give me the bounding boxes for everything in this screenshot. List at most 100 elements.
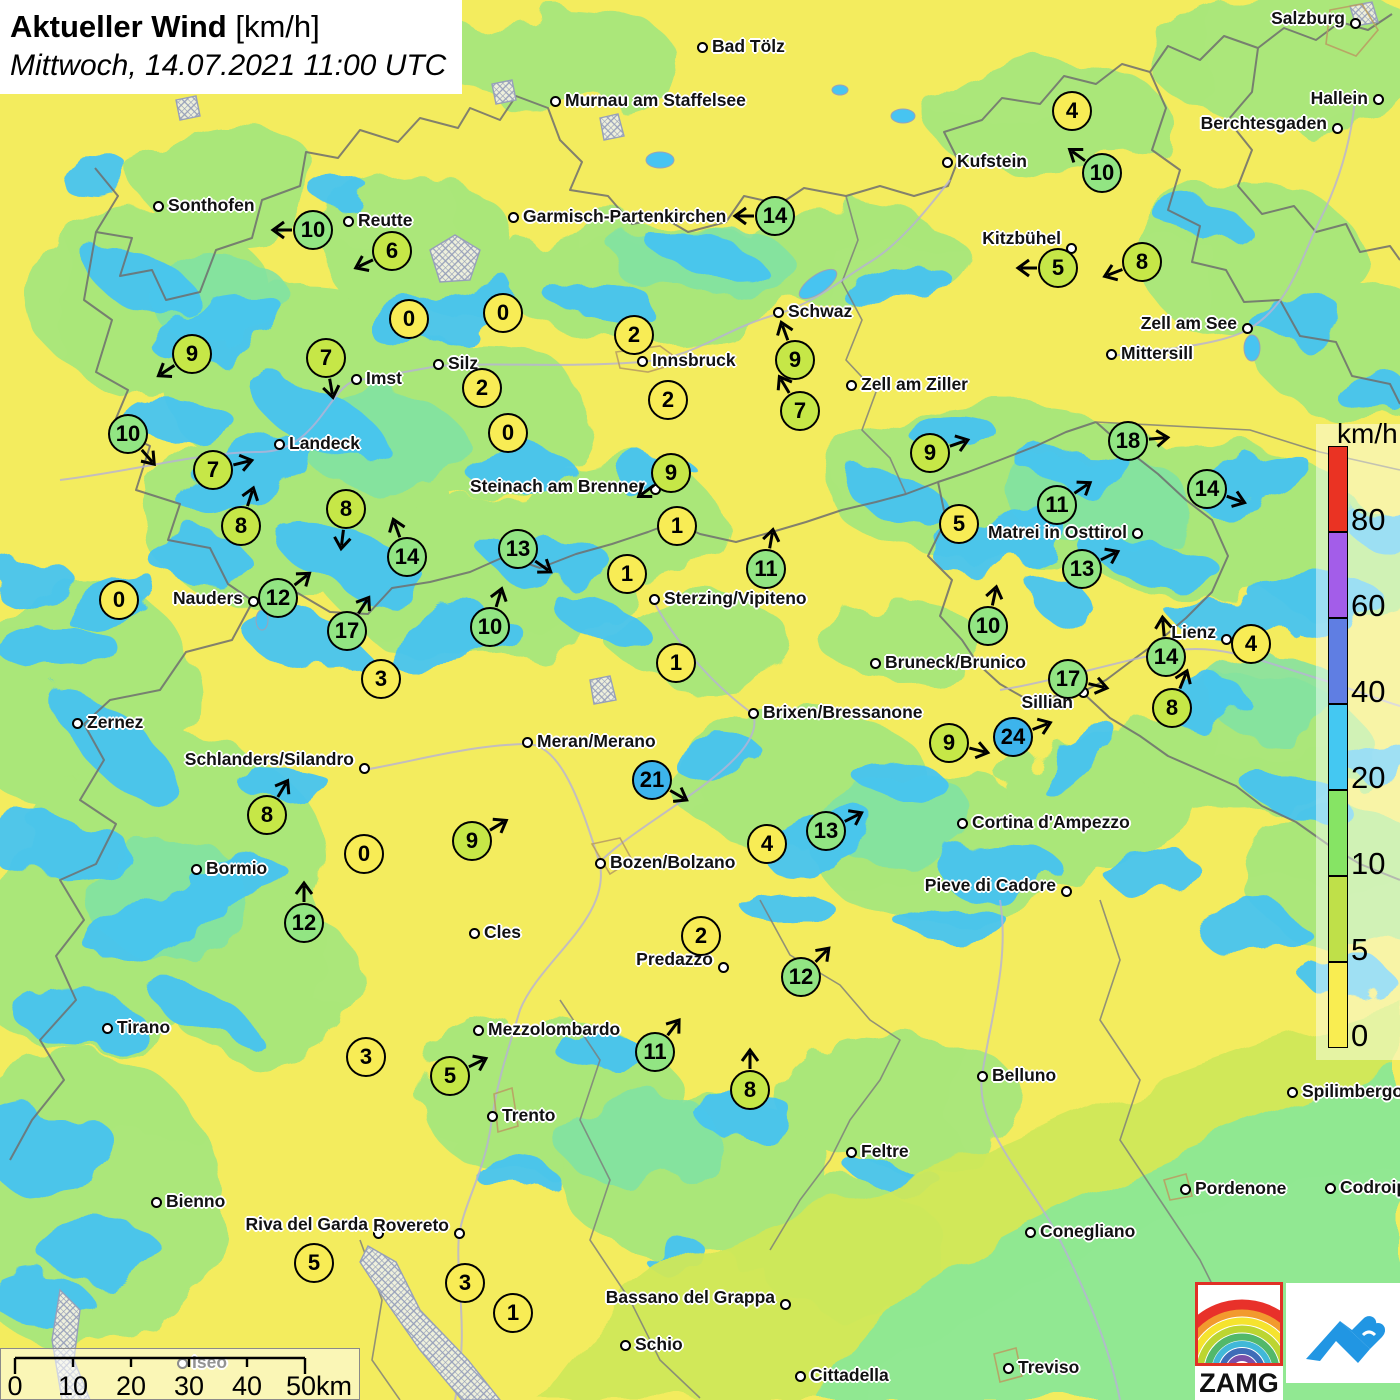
wind-station-marker: 0 — [344, 834, 384, 874]
city-label: Meran/Merano — [537, 731, 656, 751]
wind-speed-value: 8 — [1135, 249, 1149, 274]
wind-station-marker: 8 — [326, 489, 366, 552]
city-marker — [1349, 17, 1361, 29]
legend-color-segment — [1328, 876, 1348, 962]
wind-station-marker: 5 — [1015, 248, 1078, 288]
legend-color-segment — [1328, 962, 1348, 1048]
wind-speed-value: 24 — [1000, 724, 1026, 749]
hatched-areas — [51, 1, 1379, 1400]
wind-speed-value: 0 — [501, 420, 515, 445]
city-marker — [432, 358, 444, 370]
city-marker — [1131, 527, 1143, 539]
map-title: Aktueller Wind [km/h] — [10, 8, 446, 47]
wind-station-marker: 5 — [430, 1054, 489, 1096]
wind-speed-value: 9 — [185, 341, 199, 366]
city-marker — [1324, 1182, 1336, 1194]
wind-station-marker: 7 — [193, 450, 255, 490]
wind-speed-value: 4 — [1065, 98, 1079, 123]
city-marker — [1220, 633, 1232, 645]
wind-station-marker: 7 — [776, 374, 820, 431]
city-label: Bassano del Grappa — [605, 1287, 775, 1307]
city-marker — [619, 1339, 631, 1351]
city-marker — [453, 1227, 465, 1239]
wind-speed-value: 11 — [754, 556, 778, 581]
wind-speed-value: 9 — [942, 730, 956, 755]
city-label: Schlanders/Silandro — [184, 749, 354, 769]
city-marker — [1372, 93, 1384, 105]
wind-speed-value: 14 — [762, 203, 788, 228]
lakes — [255, 84, 1261, 631]
wind-station-marker: 18 — [1108, 421, 1171, 461]
city-marker — [648, 593, 660, 605]
wind-speed-value: 7 — [793, 398, 807, 423]
wind-station-marker: 12 — [284, 880, 324, 943]
city-marker — [350, 373, 362, 385]
city-label: Mittersill — [1121, 343, 1193, 363]
city-marker — [549, 95, 561, 107]
wind-station-marker: 2 — [681, 916, 721, 956]
city-label: Treviso — [1018, 1357, 1080, 1377]
wind-speed-value: 13 — [505, 536, 531, 561]
wind-speed-value: 2 — [694, 923, 708, 948]
scalebar-label: 10 — [57, 1371, 89, 1400]
city-marker — [486, 1110, 498, 1122]
city-marker — [101, 1022, 113, 1034]
city-marker — [941, 156, 953, 168]
legend-color-segment — [1328, 790, 1348, 876]
city-label: Murnau am Staffelsee — [565, 90, 746, 110]
legend-tick-label: 20 — [1351, 760, 1386, 795]
city-marker — [152, 200, 164, 212]
legend-color-segment — [1328, 446, 1348, 532]
wind-speed-value: 14 — [394, 544, 420, 569]
legend-tick-label: 10 — [1351, 846, 1386, 881]
wind-speed-value: 9 — [923, 440, 937, 465]
city-marker — [1105, 348, 1117, 360]
distance-scalebar: 0 10 20 30 40 50km — [0, 1348, 360, 1400]
wind-station-marker: 9 — [636, 453, 691, 499]
title-unit: [km/h] — [226, 9, 320, 44]
wind-station-marker: 4 — [747, 824, 787, 864]
city-label: Imst — [366, 368, 402, 388]
map-title-box: Aktueller Wind [km/h] Mittwoch, 14.07.20… — [0, 0, 463, 95]
legend-tick-label: 60 — [1351, 588, 1386, 623]
wind-station-marker: 10 — [108, 414, 156, 467]
city-label: Mezzolombardo — [488, 1019, 621, 1039]
wind-station-marker: 3 — [361, 659, 401, 699]
scalebar-label: 30 — [173, 1371, 205, 1400]
wind-station-marker: 6 — [353, 231, 412, 272]
wind-speed-value: 9 — [788, 347, 802, 372]
city-label: Bad Tölz — [712, 36, 785, 56]
city-marker — [150, 1196, 162, 1208]
wind-speed-value: 11 — [1045, 492, 1069, 517]
city-marker — [845, 1146, 857, 1158]
wind-station-marker: 8 — [221, 485, 261, 546]
wind-speed-value: 10 — [477, 614, 503, 639]
wind-speed-value: 11 — [643, 1039, 667, 1064]
city-label: Cittadella — [810, 1365, 889, 1385]
city-marker — [594, 857, 606, 869]
city-marker — [1060, 885, 1072, 897]
wind-speed-value: 13 — [813, 818, 839, 843]
wind-station-marker: 4 — [1231, 624, 1271, 664]
wind-speed-value: 3 — [374, 666, 388, 691]
city-label: Reutte — [358, 210, 413, 230]
wind-station-marker: 10 — [1067, 147, 1122, 193]
city-label: Silz — [448, 353, 479, 373]
wind-speed-value: 12 — [291, 910, 317, 935]
city-label: Cortina d'Ampezzo — [972, 812, 1130, 832]
city-label: Spilimbergo — [1302, 1081, 1400, 1101]
city-label: Sonthofen — [168, 195, 255, 215]
wind-station-marker: 13 — [498, 529, 553, 574]
wind-station-marker: 1 — [607, 554, 647, 594]
wind-station-marker: 8 — [247, 778, 291, 835]
wind-station-marker: 0 — [99, 580, 139, 620]
wind-speed-value: 12 — [788, 964, 814, 989]
wind-station-marker: 21 — [632, 760, 689, 803]
city-marker — [71, 717, 83, 729]
wind-station-marker: 12 — [781, 946, 831, 997]
wind-station-marker: 2 — [462, 368, 502, 408]
wind-speed-value: 1 — [669, 650, 683, 675]
wind-speed-value: 6 — [385, 238, 399, 263]
wind-station-marker: 0 — [488, 413, 528, 453]
